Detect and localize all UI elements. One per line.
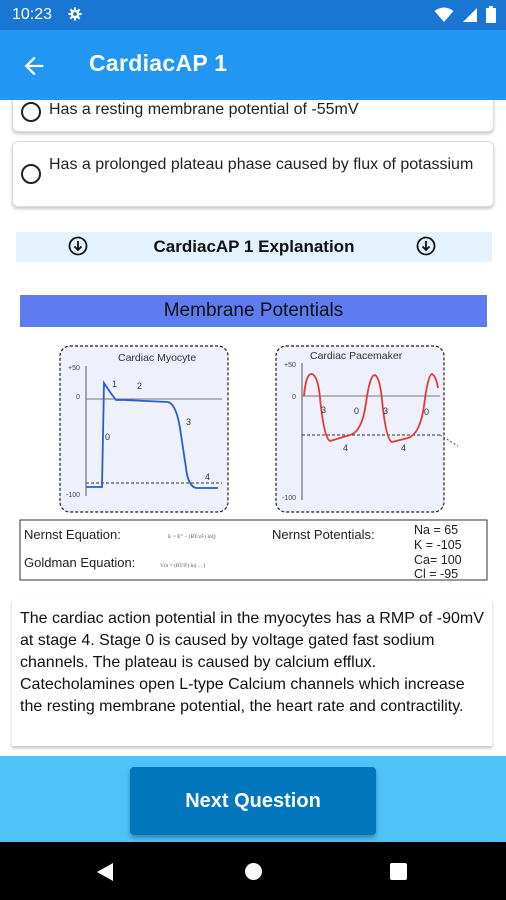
pacemaker-phase-label-0: 0 (354, 406, 359, 416)
next-question-button[interactable]: Next Question (130, 767, 376, 835)
pacemaker-trace (303, 373, 439, 443)
pacemaker-phase-label-4: 4 (343, 443, 348, 453)
goldman-equation-label: Goldman Equation: (24, 555, 135, 570)
phase-label-0: 0 (105, 432, 110, 442)
explanation-toggle[interactable]: CardiacAP 1 Explanation (16, 232, 492, 262)
signal-icon (463, 7, 477, 22)
wifi-icon (434, 7, 454, 22)
system-nav-bar (0, 842, 506, 900)
explanation-title: CardiacAP 1 Explanation (153, 237, 355, 256)
answer-option-1[interactable]: Has a resting membrane potential of -55m… (12, 100, 494, 132)
arrow-back-icon[interactable] (20, 52, 48, 80)
nernst-formula: E = E° − (RT/zF) lnQ (168, 533, 216, 540)
option-text: Has a resting membrane potential of -55m… (49, 101, 359, 118)
page-title: CardiacAP 1 (89, 50, 228, 76)
pacemaker-phase-label-0b: 0 (424, 407, 429, 417)
potential-k: K = -105 (414, 538, 462, 552)
phase-label-4: 4 (205, 472, 210, 482)
potential-na: Na = 65 (414, 523, 458, 537)
explanation-text: The cardiac action potential in the myoc… (20, 610, 484, 715)
pacemaker-tick-0: 0 (292, 394, 296, 401)
status-bar: 10:23 (0, 0, 506, 30)
figure-title: Membrane Potentials (163, 300, 344, 321)
pacemaker-tick-minus100: -100 (282, 495, 296, 502)
arrow-down-circle-icon (416, 236, 436, 256)
answer-option-2[interactable]: Has a prolonged plateau phase caused by … (12, 141, 494, 207)
myocyte-tick-minus100: -100 (66, 492, 80, 499)
pacemaker-phase-label-4b: 4 (401, 443, 406, 453)
myocyte-title: Cardiac Myocyte (118, 352, 196, 364)
arrow-down-circle-icon (68, 236, 88, 256)
figure-header: Membrane Potentials (20, 295, 487, 327)
nernst-potentials-label: Nernst Potentials: (272, 527, 375, 542)
membrane-potentials-figure: Membrane Potentials Cardiac Myocyte +50 … (0, 288, 506, 588)
radio-button-icon[interactable] (21, 102, 41, 122)
app-bar: CardiacAP 1 (0, 30, 506, 100)
myocyte-tick-plus50: +50 (68, 365, 80, 372)
membrane-potentials-diagram: Cardiac Myocyte +50 0 -100 1 2 0 3 4 Car… (19, 345, 488, 581)
pacemaker-threshold-tail (439, 434, 459, 447)
phase-label-1: 1 (112, 379, 117, 389)
pacemaker-panel (275, 345, 445, 513)
recents-square-icon[interactable] (390, 863, 407, 880)
option-text: Has a prolonged plateau phase caused by … (49, 156, 474, 173)
pacemaker-phase-label-3b: 3 (383, 406, 388, 416)
myocyte-trace (86, 380, 218, 489)
potential-ca: Ca= 100 (414, 553, 462, 567)
nernst-equation-label: Nernst Equation: (24, 527, 121, 542)
battery-icon (486, 6, 496, 23)
home-circle-icon[interactable] (244, 862, 263, 881)
phase-label-2: 2 (137, 381, 142, 391)
bottom-action-area: Next Question (0, 756, 506, 842)
gear-icon (68, 7, 82, 21)
pacemaker-phase-label-3: 3 (321, 405, 326, 415)
equations-box (19, 519, 488, 581)
myocyte-tick-0: 0 (76, 394, 80, 401)
status-time: 10:23 (12, 6, 53, 23)
pacemaker-tick-plus50: +50 (284, 362, 296, 369)
goldman-formula: Vm = (RT/F) ln( ... ) (160, 562, 205, 569)
radio-button-icon[interactable] (21, 164, 41, 184)
potential-cl: Cl = -95 (414, 567, 458, 581)
pacemaker-title: Cardiac Pacemaker (310, 350, 403, 362)
content-scroll[interactable]: Has a resting membrane potential of -55m… (0, 100, 506, 756)
explanation-card: The cardiac action potential in the myoc… (12, 600, 492, 746)
phase-label-3: 3 (186, 417, 191, 427)
back-triangle-icon[interactable] (96, 862, 114, 882)
